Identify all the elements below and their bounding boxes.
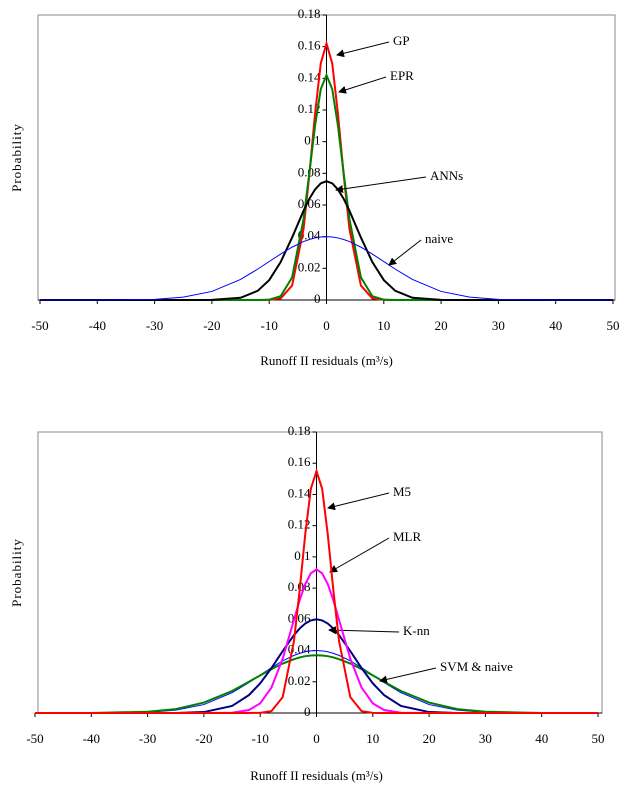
y-tick-label: 0.02	[298, 259, 321, 274]
line-series	[35, 618, 598, 714]
x-tick-label: 20	[435, 318, 448, 333]
line-series	[35, 650, 598, 714]
annotation-arrow	[335, 176, 427, 193]
annotation-arrow	[336, 41, 390, 58]
y-tick-label: 0.18	[288, 423, 311, 438]
x-tick-label: -10	[261, 318, 278, 333]
annotation-arrow	[327, 492, 390, 511]
series-label: K-nn	[403, 623, 430, 638]
x-tick-label: -50	[26, 731, 43, 746]
x-tick-label: -20	[203, 318, 220, 333]
x-axis-label: Runoff II residuals (m³/s)	[260, 353, 393, 368]
x-tick-label: -40	[83, 731, 100, 746]
x-tick-label: -30	[146, 318, 163, 333]
y-tick-label: 0.02	[288, 673, 311, 688]
x-tick-label: -20	[195, 731, 212, 746]
y-tick-label: 0	[304, 704, 311, 719]
line-series	[35, 654, 598, 714]
x-tick-label: -40	[89, 318, 106, 333]
y-axis-label: Probability	[9, 123, 24, 192]
x-tick-label: 10	[366, 731, 379, 746]
x-axis-label: Runoff II residuals (m³/s)	[250, 768, 383, 783]
y-tick-label: 0.14	[288, 485, 311, 500]
series-label: SVM & naive	[440, 659, 513, 674]
series-label: ANNs	[430, 168, 463, 183]
line-series	[40, 72, 613, 301]
x-tick-label: 30	[492, 318, 505, 333]
y-tick-label: 0.06	[298, 196, 321, 211]
x-tick-label: -10	[252, 731, 269, 746]
x-tick-label: 10	[377, 318, 390, 333]
x-tick-label: 40	[535, 731, 548, 746]
y-axis-label: Probability	[9, 538, 24, 607]
x-tick-label: 20	[423, 731, 436, 746]
series-label: MLR	[393, 529, 422, 544]
y-tick-label: 0.14	[298, 69, 321, 84]
annotation-arrow	[379, 667, 437, 684]
y-tick-label: 0.12	[288, 517, 311, 532]
annotation-arrow	[388, 239, 422, 266]
x-tick-label: 0	[323, 318, 330, 333]
x-tick-label: 0	[313, 731, 320, 746]
y-tick-label: 0	[314, 291, 321, 306]
series-label: GP	[393, 33, 410, 48]
annotation-arrow	[328, 626, 400, 635]
line-series	[40, 236, 613, 301]
annotation-arrow	[338, 76, 387, 94]
x-tick-label: 40	[549, 318, 562, 333]
line-series	[40, 180, 613, 301]
y-tick-label: 0.18	[298, 6, 321, 21]
annotation-arrow	[329, 537, 390, 573]
x-tick-label: 30	[479, 731, 492, 746]
y-tick-label: 0.16	[288, 454, 311, 469]
series-label: M5	[393, 484, 411, 499]
x-tick-label: -30	[139, 731, 156, 746]
line-series	[35, 467, 598, 714]
series-label: naive	[425, 231, 453, 246]
series-label: EPR	[390, 68, 414, 83]
x-tick-label: -50	[31, 318, 48, 333]
x-tick-label: 50	[592, 731, 605, 746]
x-tick-label: 50	[607, 318, 620, 333]
y-tick-label: 0.16	[298, 38, 321, 53]
